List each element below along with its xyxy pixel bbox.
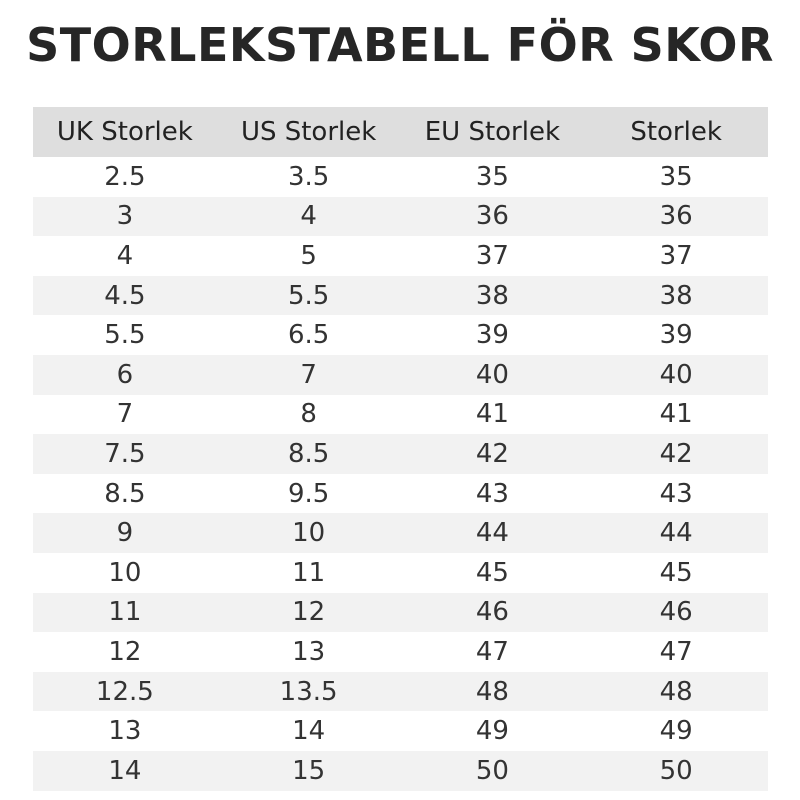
cell-us-size: 15 [292, 755, 326, 786]
page-title: STORLEKSTABELL FÖR SKOR [26, 18, 774, 72]
cell-us-size: 3.5 [287, 161, 330, 192]
cell-eu-size: 40 [475, 359, 509, 390]
cell-us-size: 13 [292, 636, 326, 667]
cell-uk-size: 4 [116, 240, 134, 271]
cell-eu-size: 42 [475, 438, 509, 469]
cell-size: 47 [659, 636, 693, 667]
table-row: 4.5 5.5 38 38 [33, 275, 768, 316]
cell-eu-size: 36 [475, 201, 509, 232]
cell-uk-size: 9 [116, 518, 134, 549]
table-row: 12 13 47 47 [33, 632, 768, 672]
cell-uk-size: 4.5 [104, 280, 146, 311]
table-row: 14 15 50 50 [33, 750, 768, 791]
cell-uk-size: 7.5 [104, 438, 146, 469]
cell-uk-size: 2.5 [104, 161, 146, 192]
table-row: 7.5 8.5 42 42 [33, 434, 768, 474]
cell-eu-size: 37 [475, 240, 509, 271]
cell-uk-size: 12.5 [95, 676, 154, 707]
cell-size: 36 [659, 201, 693, 232]
cell-uk-size: 13 [108, 716, 142, 747]
cell-size: 43 [659, 478, 693, 509]
cell-size: 37 [659, 240, 693, 271]
cell-us-size: 5 [300, 240, 317, 271]
cell-size: 49 [659, 716, 693, 747]
cell-uk-size: 3 [116, 201, 134, 232]
cell-us-size: 7 [300, 359, 317, 390]
cell-size: 35 [659, 161, 693, 192]
cell-size: 50 [659, 755, 693, 786]
cell-size: 44 [659, 518, 693, 549]
cell-size: 42 [659, 438, 693, 469]
cell-size: 39 [659, 320, 693, 351]
cell-uk-size: 10 [108, 557, 142, 588]
header-us-size: US Storlek [240, 117, 377, 147]
table-row: 13 14 49 49 [33, 711, 768, 751]
cell-eu-size: 39 [475, 320, 509, 351]
table-row: 10 11 45 45 [33, 553, 768, 593]
table-row: 7 8 41 41 [33, 395, 768, 435]
cell-eu-size: 38 [475, 280, 509, 311]
table-row: 2.5 3.5 35 35 [33, 157, 768, 197]
cell-uk-size: 12 [108, 636, 142, 667]
cell-us-size: 4 [300, 201, 317, 232]
table-row: 11 12 46 46 [33, 592, 768, 633]
cell-eu-size: 49 [475, 716, 509, 747]
table-row: 6 7 40 40 [33, 354, 768, 395]
table-row: 9 10 44 44 [33, 513, 768, 553]
table-body: 2.5 3.5 35 35 3 4 36 36 4 5 37 37 4.5 5.5 38 38 5.5 6.5 39… [33, 157, 768, 791]
cell-eu-size: 48 [475, 676, 509, 707]
cell-eu-size: 50 [475, 755, 509, 786]
table-row: 5.5 6.5 39 39 [33, 315, 768, 355]
size-chart-table: UK Storlek US Storlek EU Storlek Storlek… [33, 107, 768, 791]
cell-eu-size: 46 [475, 597, 509, 628]
header-size: Storlek [630, 117, 722, 147]
cell-eu-size: 43 [475, 478, 509, 509]
cell-us-size: 8 [300, 399, 317, 430]
header-uk-size: UK Storlek [56, 117, 193, 147]
cell-us-size: 13.5 [279, 676, 338, 707]
cell-eu-size: 45 [475, 557, 509, 588]
cell-us-size: 10 [292, 518, 326, 549]
cell-us-size: 5.5 [287, 280, 330, 311]
cell-size: 38 [659, 280, 693, 311]
cell-uk-size: 6 [116, 359, 134, 390]
cell-us-size: 8.5 [287, 438, 330, 469]
cell-uk-size: 8.5 [104, 478, 146, 509]
cell-size: 45 [659, 557, 693, 588]
cell-size: 46 [659, 597, 693, 628]
cell-eu-size: 35 [475, 161, 509, 192]
cell-uk-size: 5.5 [104, 320, 146, 351]
cell-us-size: 14 [292, 716, 326, 747]
cell-eu-size: 47 [475, 636, 509, 667]
table-header-row: UK Storlek US Storlek EU Storlek Storlek [33, 107, 768, 157]
cell-size: 48 [659, 676, 693, 707]
cell-size: 40 [659, 359, 693, 390]
cell-uk-size: 14 [108, 755, 142, 786]
cell-us-size: 6.5 [287, 320, 330, 351]
cell-eu-size: 41 [475, 399, 509, 430]
cell-us-size: 12 [292, 597, 326, 628]
cell-us-size: 9.5 [287, 478, 330, 509]
cell-uk-size: 7 [116, 399, 134, 430]
table-row: 4 5 37 37 [33, 236, 768, 276]
table-row: 3 4 36 36 [33, 196, 768, 237]
cell-eu-size: 44 [475, 518, 509, 549]
table-row: 8.5 9.5 43 43 [33, 474, 768, 514]
cell-size: 41 [659, 399, 693, 430]
cell-us-size: 11 [292, 557, 326, 588]
header-eu-size: EU Storlek [424, 117, 561, 147]
table-row: 12.5 13.5 48 48 [33, 671, 768, 712]
cell-uk-size: 11 [108, 597, 142, 628]
